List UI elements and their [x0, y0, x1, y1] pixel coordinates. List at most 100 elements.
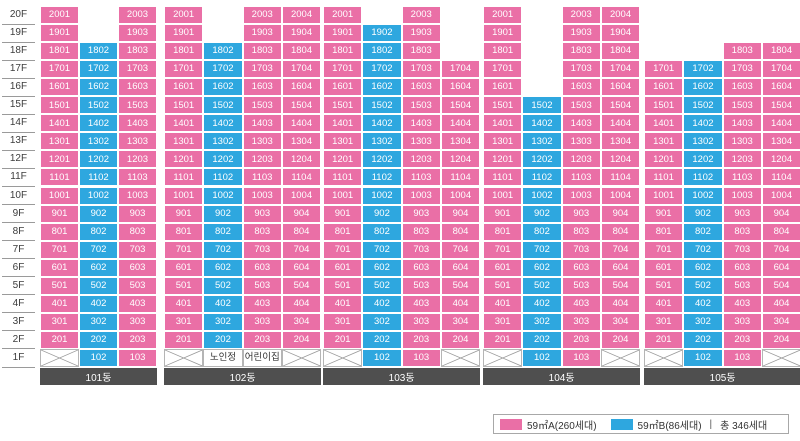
unit-cell: 1804: [761, 42, 800, 61]
unit-cell: 201: [323, 330, 363, 349]
floor-label-11f: 11F: [10, 171, 27, 183]
unit-cell: 1603: [401, 78, 441, 97]
unit-cell: 903: [242, 204, 282, 223]
unit-cell: 1302: [203, 132, 243, 151]
unit-cell: 1503: [242, 96, 282, 115]
cross-mark-icon: [441, 349, 480, 366]
unit-cell: 103: [401, 348, 441, 367]
floor-divider: [2, 240, 35, 242]
unit-cell: 601: [40, 258, 79, 277]
unit-cell: 302: [79, 312, 118, 331]
unit-cell: 1602: [79, 78, 118, 97]
unit-cell: 604: [281, 258, 322, 277]
unit-cell: 1703: [401, 60, 441, 79]
unit-cell: 902: [362, 204, 402, 223]
unit-cell: 303: [722, 312, 762, 331]
unit-cell: 1701: [164, 60, 204, 79]
unit-cell: 401: [483, 294, 523, 313]
unit-cell: 1801: [323, 42, 363, 61]
unit-cell: 1403: [242, 114, 282, 133]
unit-cell: 704: [440, 240, 481, 259]
floor-divider: [2, 294, 35, 296]
unit-cell: 602: [203, 258, 243, 277]
unit-cell: 302: [362, 312, 402, 331]
unit-cell: 701: [40, 240, 79, 259]
floor-divider: [2, 366, 35, 368]
unit-cell: 1501: [644, 96, 684, 115]
building-label: 104동: [483, 368, 641, 385]
unit-cell: 1702: [362, 60, 402, 79]
floor-divider: [2, 149, 35, 151]
unit-cell: 401: [164, 294, 204, 313]
unit-cell: 703: [722, 240, 762, 259]
unit-cell: 403: [242, 294, 282, 313]
unit-cell: 1604: [440, 78, 481, 97]
unit-cell: 703: [401, 240, 441, 259]
unit-cell: 1002: [362, 186, 402, 205]
unit-cell: 1203: [401, 150, 441, 169]
unit-cell: 202: [203, 330, 243, 349]
unit-cell: 604: [440, 258, 481, 277]
floor-label-12f: 12F: [9, 153, 28, 165]
unit-cell: 303: [561, 312, 601, 331]
unit-cell: 1404: [440, 114, 481, 133]
unit-cell: 301: [644, 312, 684, 331]
unit-cell: 404: [761, 294, 800, 313]
unit-cell: 703: [242, 240, 282, 259]
unit-cell: 1201: [40, 150, 79, 169]
unit-cell: 403: [401, 294, 441, 313]
unit-cell: 802: [362, 222, 402, 241]
unit-cell: 502: [683, 276, 723, 295]
unit-cell: 801: [483, 222, 523, 241]
unit-cell: 1101: [164, 168, 204, 187]
unit-cell: 204: [600, 330, 641, 349]
cross-mark-icon: [484, 349, 522, 366]
unit-cell: 1203: [561, 150, 601, 169]
unit-cell: 1201: [164, 150, 204, 169]
unit-cell: 1502: [522, 96, 562, 115]
unit-cell: 502: [79, 276, 118, 295]
building-label: 102동: [164, 368, 322, 385]
unit-cell: 1604: [600, 78, 641, 97]
unit-cell: 1404: [600, 114, 641, 133]
unit-cell: 1902: [362, 24, 402, 43]
floor-label-6f: 6F: [12, 261, 25, 273]
floor-label-2f: 2F: [12, 333, 25, 345]
unit-cell: 1601: [323, 78, 363, 97]
empty-ground-cell: [281, 348, 322, 367]
unit-cell: 903: [561, 204, 601, 223]
legend: 59㎡A(260세대) 59㎡B(86세대) | 총 346세대: [493, 414, 789, 434]
unit-cell: 702: [522, 240, 562, 259]
unit-cell: 1403: [118, 114, 157, 133]
unit-cell: 701: [644, 240, 684, 259]
unit-cell: 202: [683, 330, 723, 349]
unit-cell: 1001: [164, 186, 204, 205]
unit-cell: 1002: [522, 186, 562, 205]
unit-cell: 1903: [401, 24, 441, 43]
floor-divider: [2, 131, 35, 133]
unit-cell: 1302: [79, 132, 118, 151]
unit-cell: 1503: [401, 96, 441, 115]
unit-cell: 704: [600, 240, 641, 259]
legend-separator: |: [709, 418, 713, 430]
unit-cell: 802: [683, 222, 723, 241]
unit-cell: 1002: [683, 186, 723, 205]
unit-cell: 1901: [40, 24, 79, 43]
unit-cell: 603: [118, 258, 157, 277]
floor-label-18f: 18F: [9, 45, 28, 57]
floor-divider: [2, 167, 35, 169]
empty-ground-cell: [323, 348, 363, 367]
unit-cell: 1703: [561, 60, 601, 79]
unit-cell: 1403: [722, 114, 762, 133]
floor-label-10f: 10F: [9, 189, 28, 201]
unit-cell: 1504: [761, 96, 800, 115]
cross-mark-icon: [41, 349, 78, 366]
unit-cell: 503: [401, 276, 441, 295]
unit-cell: 203: [722, 330, 762, 349]
facility-cell: 노인정: [203, 348, 243, 367]
unit-cell: 1302: [683, 132, 723, 151]
unit-cell: 1704: [440, 60, 481, 79]
unit-cell: 604: [600, 258, 641, 277]
unit-cell: 201: [40, 330, 79, 349]
